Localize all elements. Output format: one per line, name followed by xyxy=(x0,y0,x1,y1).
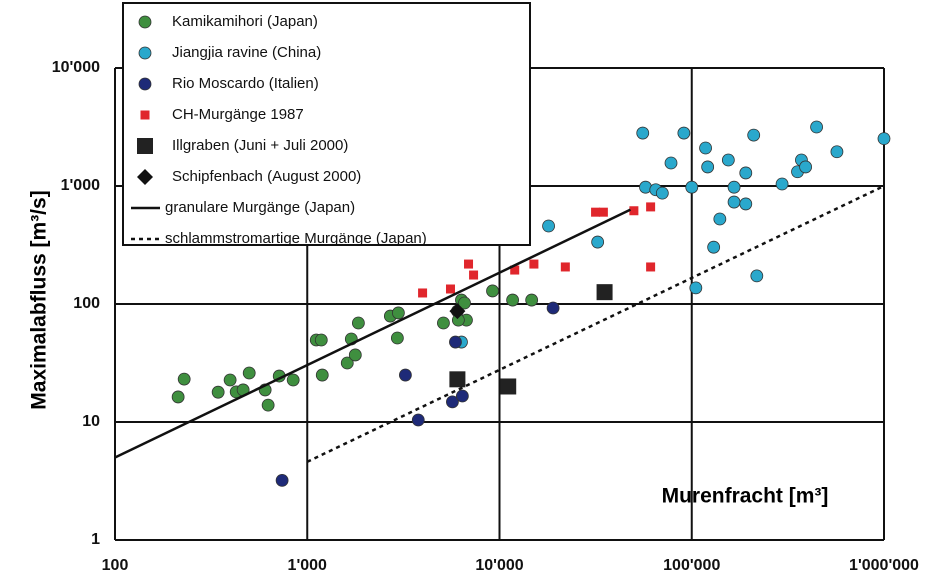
point xyxy=(510,265,520,275)
point xyxy=(223,373,237,387)
point xyxy=(707,240,721,254)
point xyxy=(739,197,753,211)
point xyxy=(591,235,605,249)
point xyxy=(340,356,354,370)
point xyxy=(351,316,365,330)
point xyxy=(525,293,539,307)
point xyxy=(399,368,412,382)
x-tick-label: 10'000 xyxy=(475,557,523,574)
x-tick-label: 1'000 xyxy=(288,557,328,574)
x-tick-label: 100'000 xyxy=(663,557,720,574)
point xyxy=(655,186,669,200)
point xyxy=(877,132,891,146)
point xyxy=(458,296,471,310)
point xyxy=(542,219,555,233)
point xyxy=(449,371,466,388)
legend-marker xyxy=(137,169,153,185)
x-axis-label: Murenfracht [m³] xyxy=(662,485,829,508)
point xyxy=(721,153,735,167)
trend-line xyxy=(114,208,632,459)
point xyxy=(177,372,191,386)
point xyxy=(598,207,608,217)
legend: Kamikamihori (Japan) Jiangjia ravine (Chi… xyxy=(122,2,531,247)
x-tick-label: 1'000'000 xyxy=(849,557,919,574)
point xyxy=(775,177,789,191)
x-tick-label: 100 xyxy=(102,557,129,574)
point xyxy=(437,316,450,330)
point xyxy=(211,385,225,399)
point xyxy=(646,202,656,212)
point xyxy=(411,413,425,427)
point xyxy=(629,206,639,216)
point xyxy=(701,160,715,174)
point xyxy=(799,160,812,174)
y-tick-label: 1'000 xyxy=(61,177,101,194)
point xyxy=(546,301,560,315)
point xyxy=(446,395,459,409)
legend-label: Illgraben (Juni + Juli 2000) xyxy=(172,137,348,154)
point xyxy=(591,207,601,217)
point xyxy=(275,473,289,487)
y-tick-label: 1 xyxy=(91,531,100,548)
point xyxy=(739,166,753,180)
point xyxy=(596,284,613,301)
point xyxy=(830,145,844,159)
legend-marker xyxy=(138,46,152,60)
point xyxy=(449,303,466,320)
point xyxy=(445,284,455,294)
point xyxy=(391,306,405,320)
legend-label: Jiangjia ravine (China) xyxy=(172,44,321,61)
legend-marker xyxy=(138,15,152,29)
point xyxy=(810,120,823,134)
point xyxy=(171,390,185,404)
point xyxy=(486,284,499,298)
point xyxy=(315,368,329,382)
point xyxy=(747,128,761,142)
point xyxy=(261,398,275,412)
point xyxy=(449,335,462,349)
point xyxy=(727,195,741,209)
legend-label: Schipfenbach (August 2000) xyxy=(172,168,361,185)
point xyxy=(750,269,764,283)
point xyxy=(390,331,404,345)
legend-label: granulare Murgänge (Japan) xyxy=(165,199,355,216)
legend-marker xyxy=(140,110,150,120)
point xyxy=(418,288,428,298)
point xyxy=(464,259,474,269)
legend-label: Kamikamihori (Japan) xyxy=(172,13,318,30)
point xyxy=(286,373,300,387)
point xyxy=(348,348,362,362)
y-tick-label: 100 xyxy=(73,295,100,312)
point xyxy=(699,141,712,155)
trend-line xyxy=(306,184,885,463)
legend-label: CH-Murgänge 1987 xyxy=(172,106,304,123)
point xyxy=(314,333,328,347)
point xyxy=(685,180,699,194)
legend-label: Rio Moscardo (Italien) xyxy=(172,75,319,92)
point xyxy=(529,259,539,269)
point xyxy=(727,180,741,194)
y-tick-label: 10 xyxy=(82,413,100,430)
point xyxy=(664,156,678,170)
point xyxy=(455,389,469,403)
legend-marker xyxy=(137,138,153,154)
point xyxy=(506,293,520,307)
point xyxy=(560,262,570,272)
point xyxy=(713,212,727,226)
y-axis-label: Maximalabfluss [m³/s] xyxy=(28,190,51,409)
point xyxy=(500,378,517,395)
point xyxy=(636,126,650,140)
point xyxy=(646,262,656,272)
legend-label: schlammstromartige Murgänge (Japan) xyxy=(165,230,427,247)
point xyxy=(689,281,703,295)
point xyxy=(469,270,479,280)
legend-marker xyxy=(138,77,152,91)
point xyxy=(677,126,691,140)
y-tick-label: 10'000 xyxy=(52,59,100,76)
point xyxy=(242,366,256,380)
legend-box xyxy=(122,2,531,246)
